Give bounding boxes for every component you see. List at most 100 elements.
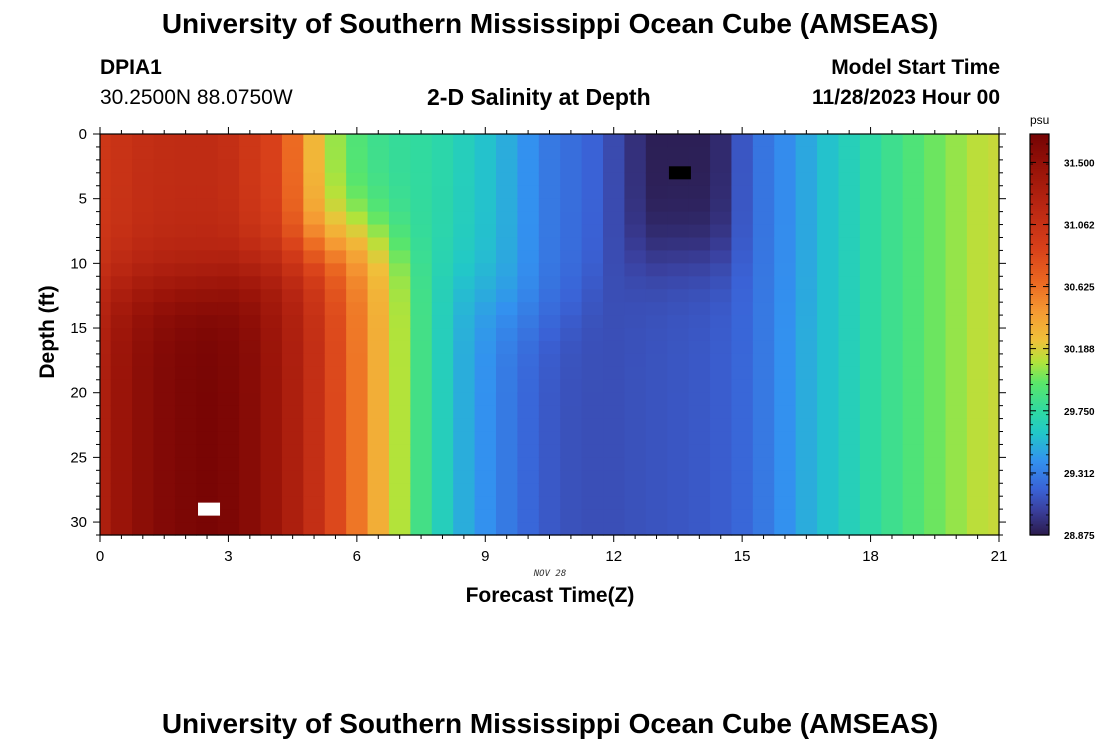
colorbar-segment (1030, 274, 1049, 277)
heatmap-cell (153, 379, 176, 394)
heatmap-cell (281, 302, 304, 316)
heatmap-cell (388, 237, 411, 252)
heatmap-cell (752, 509, 775, 523)
heatmap-cell (281, 172, 304, 187)
heatmap-cell (988, 431, 1000, 446)
heatmap-cell (303, 328, 326, 342)
heatmap-cell (239, 522, 262, 536)
heatmap-cell (281, 509, 304, 523)
heatmap-cell (817, 237, 840, 252)
heatmap-cell (431, 250, 454, 264)
heatmap-cell (281, 483, 304, 497)
heatmap-cell (881, 496, 904, 510)
colorbar-segment (1030, 474, 1049, 478)
heatmap-cell (795, 353, 818, 368)
heatmap-cell (752, 185, 775, 200)
heatmap-cell (196, 522, 219, 536)
heatmap-cell (324, 418, 347, 433)
colorbar-segment (1030, 514, 1049, 518)
heatmap-cell (710, 276, 733, 290)
heatmap-cell (388, 470, 411, 484)
colorbar-segment (1030, 390, 1049, 394)
heatmap-cell (710, 444, 733, 458)
heatmap-cell (517, 353, 540, 368)
heatmap-cell (100, 431, 112, 446)
heatmap-cell (603, 392, 626, 407)
heatmap-cell (153, 159, 176, 174)
heatmap-cell (388, 289, 411, 303)
heatmap-cell (217, 302, 240, 316)
colorbar-segment (1030, 380, 1049, 384)
heatmap-cell (431, 509, 454, 523)
colorbar-segment (1030, 322, 1049, 326)
heatmap-cell (324, 457, 347, 471)
heatmap-cell (410, 470, 433, 484)
heatmap-cell (752, 315, 775, 329)
heatmap-cell (774, 379, 797, 394)
colorbar-tick-label: 30.188 (1064, 345, 1095, 356)
heatmap-cell (774, 134, 797, 148)
heatmap-cell (538, 379, 561, 394)
heatmap-cell (688, 509, 711, 523)
heatmap-cell (517, 224, 540, 239)
heatmap-cell (495, 457, 518, 471)
heatmap-cell (346, 340, 369, 355)
colorbar-segment (1030, 370, 1049, 374)
heatmap-cell (795, 366, 818, 381)
heatmap-cell (924, 289, 947, 303)
colorbar-segment (1030, 496, 1049, 500)
heatmap-cell (367, 185, 390, 200)
heatmap-cell (410, 457, 433, 471)
colorbar-segment (1030, 256, 1049, 259)
colorbar-segment (1030, 492, 1049, 496)
heatmap-cell (367, 418, 390, 433)
heatmap-cell (945, 134, 968, 148)
heatmap-cell (859, 470, 882, 484)
heatmap-cell (817, 366, 840, 381)
heatmap-cell (410, 134, 433, 148)
heatmap-cell (774, 392, 797, 407)
heatmap-cell (453, 315, 476, 329)
heatmap-cell (645, 224, 668, 239)
heatmap-cell (281, 211, 304, 226)
heatmap-cell (474, 315, 497, 329)
heatmap-cell (859, 211, 882, 226)
colorbar-segment (1030, 418, 1049, 422)
heatmap-cell (624, 185, 647, 200)
heatmap-cell (453, 263, 476, 277)
heatmap-cell (624, 353, 647, 368)
colorbar-segment (1030, 438, 1049, 442)
heatmap-cell (260, 289, 283, 303)
colorbar-segment (1030, 248, 1049, 251)
heatmap-cell (988, 509, 1000, 523)
heatmap-cell (388, 353, 411, 368)
heatmap-cell (367, 315, 390, 329)
heatmap-cell (110, 444, 133, 458)
heatmap-cell (838, 159, 861, 174)
heatmap-cell (303, 431, 326, 446)
heatmap-cell (881, 237, 904, 252)
heatmap-cell (153, 496, 176, 510)
heatmap-cell (132, 302, 155, 316)
heatmap-cell (667, 237, 690, 252)
heatmap-cell (367, 431, 390, 446)
heatmap-cell (710, 185, 733, 200)
heatmap-cell (196, 366, 219, 381)
colorbar-segment (1030, 436, 1049, 440)
heatmap-cell (174, 315, 197, 329)
heatmap-cell (560, 263, 583, 277)
heatmap-cell (817, 172, 840, 187)
heatmap-cell (710, 302, 733, 316)
heatmap-cell (453, 496, 476, 510)
heatmap-cell (838, 366, 861, 381)
heatmap-cell (924, 405, 947, 420)
heatmap-cell (453, 405, 476, 420)
heatmap-cell (560, 211, 583, 226)
heatmap-cell (881, 289, 904, 303)
heatmap-cell (795, 146, 818, 161)
heatmap-cell (667, 276, 690, 290)
colorbar-segment (1030, 328, 1049, 332)
colorbar-segment (1030, 236, 1049, 239)
heatmap-cell (603, 444, 626, 458)
